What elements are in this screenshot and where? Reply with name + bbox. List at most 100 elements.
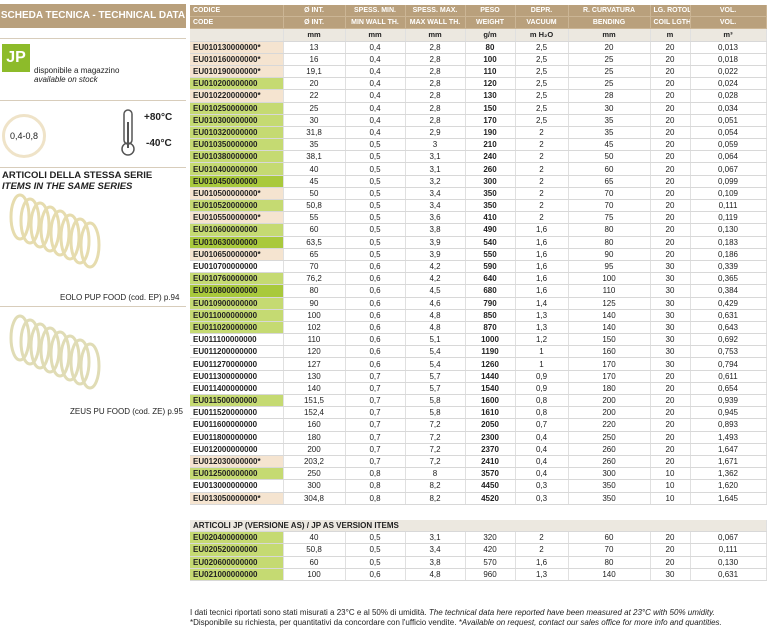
table-cell: EU010160000000* <box>190 53 284 66</box>
table-cell: SPESS. MAX. <box>405 5 466 18</box>
table-cell: 20 <box>568 41 651 54</box>
table-cell: VOL. <box>690 16 767 30</box>
table-cell: EU010800000000 <box>190 284 284 298</box>
table-cell: 0,067 <box>690 162 767 176</box>
table-cell: EU011500000000 <box>190 394 284 408</box>
table-cell: 190 <box>465 126 516 140</box>
table-cell: 1,3 <box>515 309 569 322</box>
table-cell: 490 <box>465 223 516 237</box>
table-cell: 30 <box>650 357 691 371</box>
table-cell: mm <box>568 28 651 42</box>
table-row: EU010320000000 31,8 0,4 2,9 190 2 35 20 0,054 <box>190 126 767 140</box>
table-cell: 4,5 <box>405 284 466 298</box>
footnote: I dati tecnici riportati sono stati misu… <box>190 608 715 617</box>
table-cell: EU020600000000 <box>190 556 284 569</box>
table-cell: 300 <box>465 175 516 188</box>
table-cell: 45 <box>568 138 651 152</box>
table-cell: 0,4 <box>515 455 569 469</box>
table-cell: 3,9 <box>405 236 466 249</box>
table-cell: EU010700000000 <box>190 260 284 274</box>
table-cell: 0,051 <box>690 114 767 127</box>
table-cell: 0,5 <box>345 556 406 569</box>
table-cell: 20 <box>650 89 691 103</box>
table-cell: 0,4 <box>345 102 406 115</box>
table-cell: LG. ROTOLO <box>650 5 691 18</box>
table-cell: 2,8 <box>405 89 466 103</box>
table-cell: CODE <box>190 16 284 30</box>
table-cell: 0,064 <box>690 150 767 164</box>
table-cell: 1,6 <box>515 223 569 237</box>
table-cell: 20 <box>650 223 691 237</box>
table-cell: 420 <box>465 543 516 557</box>
table-cell: 870 <box>465 321 516 335</box>
table-cell: 180 <box>283 431 346 444</box>
table-cell: 80 <box>568 236 651 249</box>
table-row: EU012000000000 200 0,7 7,2 2370 0,4 260 20 1,647 <box>190 443 767 456</box>
table-cell: 0,059 <box>690 138 767 152</box>
table-cell: 0,034 <box>690 102 767 115</box>
table-cell: 2,8 <box>405 77 466 91</box>
table-cell: 19,1 <box>283 65 346 79</box>
table-cell: 1,645 <box>690 492 767 505</box>
table-cell: 35 <box>568 126 651 140</box>
table-cell: 30 <box>650 284 691 298</box>
table-cell: 203,2 <box>283 455 346 469</box>
table-cell: 4,8 <box>405 309 466 322</box>
table-cell: 2410 <box>465 455 516 469</box>
table-cell: 0,692 <box>690 333 767 347</box>
table-cell: 5,4 <box>405 345 466 359</box>
stock-label-en: available on stock <box>34 75 98 84</box>
table-cell: 3 <box>405 138 466 152</box>
table-cell: 200 <box>283 443 346 456</box>
table-cell: 2370 <box>465 443 516 456</box>
table-cell: 0,6 <box>345 309 406 322</box>
table-cell: 3570 <box>465 467 516 481</box>
table-row: EU011600000000 160 0,7 7,2 2050 0,7 220 20 0,893 <box>190 418 767 432</box>
table-cell: EU010630000000 <box>190 236 284 249</box>
table-cell: Ø INT. <box>283 16 346 30</box>
table-row: CODE Ø INT. MIN WALL TH. MAX WALL TH. WEIGHT… <box>190 16 767 30</box>
table-cell: 304,8 <box>283 492 346 505</box>
table-cell: 0,6 <box>345 357 406 371</box>
table-cell: 30 <box>650 321 691 335</box>
table-cell: 20 <box>650 53 691 66</box>
table-row: EU010300000000 30 0,4 2,8 170 2,5 35 20 0,051 <box>190 114 767 127</box>
table-cell: 55 <box>283 211 346 225</box>
table-cell: 640 <box>465 272 516 286</box>
table-cell: EU011200000000 <box>190 345 284 359</box>
table-cell: 60 <box>568 531 651 545</box>
table-cell: 70 <box>283 260 346 274</box>
table-cell: 0,5 <box>345 175 406 188</box>
table-row: ARTICOLI JP (VERSIONE AS) / JP AS VERSIO… <box>190 520 767 533</box>
table-cell: 3,9 <box>405 248 466 261</box>
table-cell: 8,2 <box>405 479 466 493</box>
table-cell: 2,8 <box>405 41 466 54</box>
table-cell: 350 <box>465 199 516 213</box>
table-cell: 20 <box>650 126 691 140</box>
table-cell: 10 <box>650 479 691 493</box>
table-cell: 0,939 <box>690 394 767 408</box>
table-cell: 260 <box>465 162 516 176</box>
table-row: EU011800000000 180 0,7 7,2 2300 0,4 250 20 1,493 <box>190 431 767 444</box>
table-cell: 2,5 <box>515 89 569 103</box>
table-cell: 50 <box>568 150 651 164</box>
table-cell: 0,109 <box>690 187 767 201</box>
table-cell: 350 <box>568 479 651 493</box>
table-row: EU010200000000 20 0,4 2,8 120 2,5 25 20 0,024 <box>190 77 767 91</box>
table-cell: 30 <box>650 333 691 347</box>
table-cell: 1540 <box>465 382 516 396</box>
table-cell: 110 <box>283 333 346 347</box>
table-cell: 20 <box>650 382 691 396</box>
table-cell: 70 <box>568 199 651 213</box>
table-cell: 140 <box>568 321 651 335</box>
table-cell: SPESS. MIN. <box>345 5 406 18</box>
table-cell: 0,8 <box>345 467 406 481</box>
table-cell: 170 <box>568 357 651 371</box>
table-cell: 4,8 <box>405 568 466 581</box>
table-cell: 2,5 <box>515 53 569 66</box>
table-cell: 4520 <box>465 492 516 505</box>
table-cell: 2,5 <box>515 114 569 127</box>
table-cell: VOL. <box>690 5 767 18</box>
table-cell: 30 <box>650 272 691 286</box>
table-cell: 16 <box>283 53 346 66</box>
